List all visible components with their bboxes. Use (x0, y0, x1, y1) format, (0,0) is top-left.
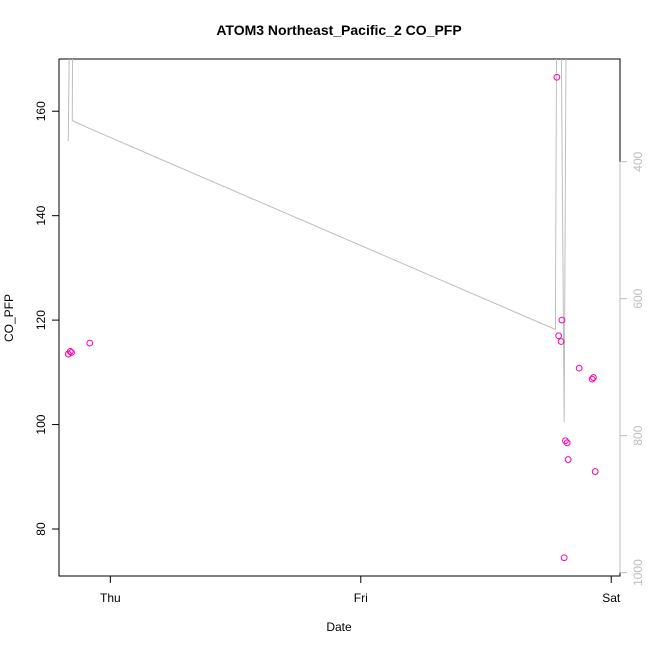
plot-frame (58, 58, 621, 577)
right-y-tick-label: 1000 (631, 559, 645, 586)
data-point (560, 554, 568, 562)
y-tick-label: 120 (34, 310, 48, 330)
data-point (591, 468, 599, 475)
y-axis: 80 100 120 140 160 (34, 101, 60, 536)
chart-title: ATOM3 Northeast_Pacific_2 CO_PFP (216, 22, 461, 38)
data-point (66, 348, 74, 355)
x-axis-label: Date (326, 620, 352, 634)
secondary-series (67, 59, 567, 422)
data-point (562, 437, 569, 445)
x-axis: Thu Fri Sat (100, 575, 621, 605)
data-point (575, 364, 583, 372)
data-point (86, 339, 94, 347)
x-tick-label: Fri (354, 591, 368, 605)
right-y-tick-label: 800 (631, 425, 645, 445)
primary-series (64, 73, 599, 562)
data-point (553, 73, 561, 81)
x-tick-label: Thu (100, 591, 121, 605)
data-point (590, 374, 597, 381)
right-y-tick-label: 600 (631, 288, 645, 308)
y-tick-label: 100 (34, 414, 48, 434)
right-y-tick-label: 400 (631, 151, 645, 171)
data-point (557, 338, 565, 345)
y-tick-label: 160 (34, 101, 48, 121)
data-point (555, 332, 563, 340)
data-point (68, 349, 75, 356)
secondary-series-line (67, 59, 567, 422)
data-point (563, 439, 571, 447)
right-y-axis: 400 600 800 1000 (619, 151, 645, 586)
y-axis-label: CO_PFP (2, 294, 16, 342)
x-tick-label: Sat (602, 591, 621, 605)
data-point (558, 316, 566, 324)
y-tick-label: 80 (34, 522, 48, 536)
data-point (588, 375, 596, 383)
plot-region (58, 58, 621, 577)
y-tick-label: 140 (34, 205, 48, 225)
data-point (564, 456, 572, 463)
